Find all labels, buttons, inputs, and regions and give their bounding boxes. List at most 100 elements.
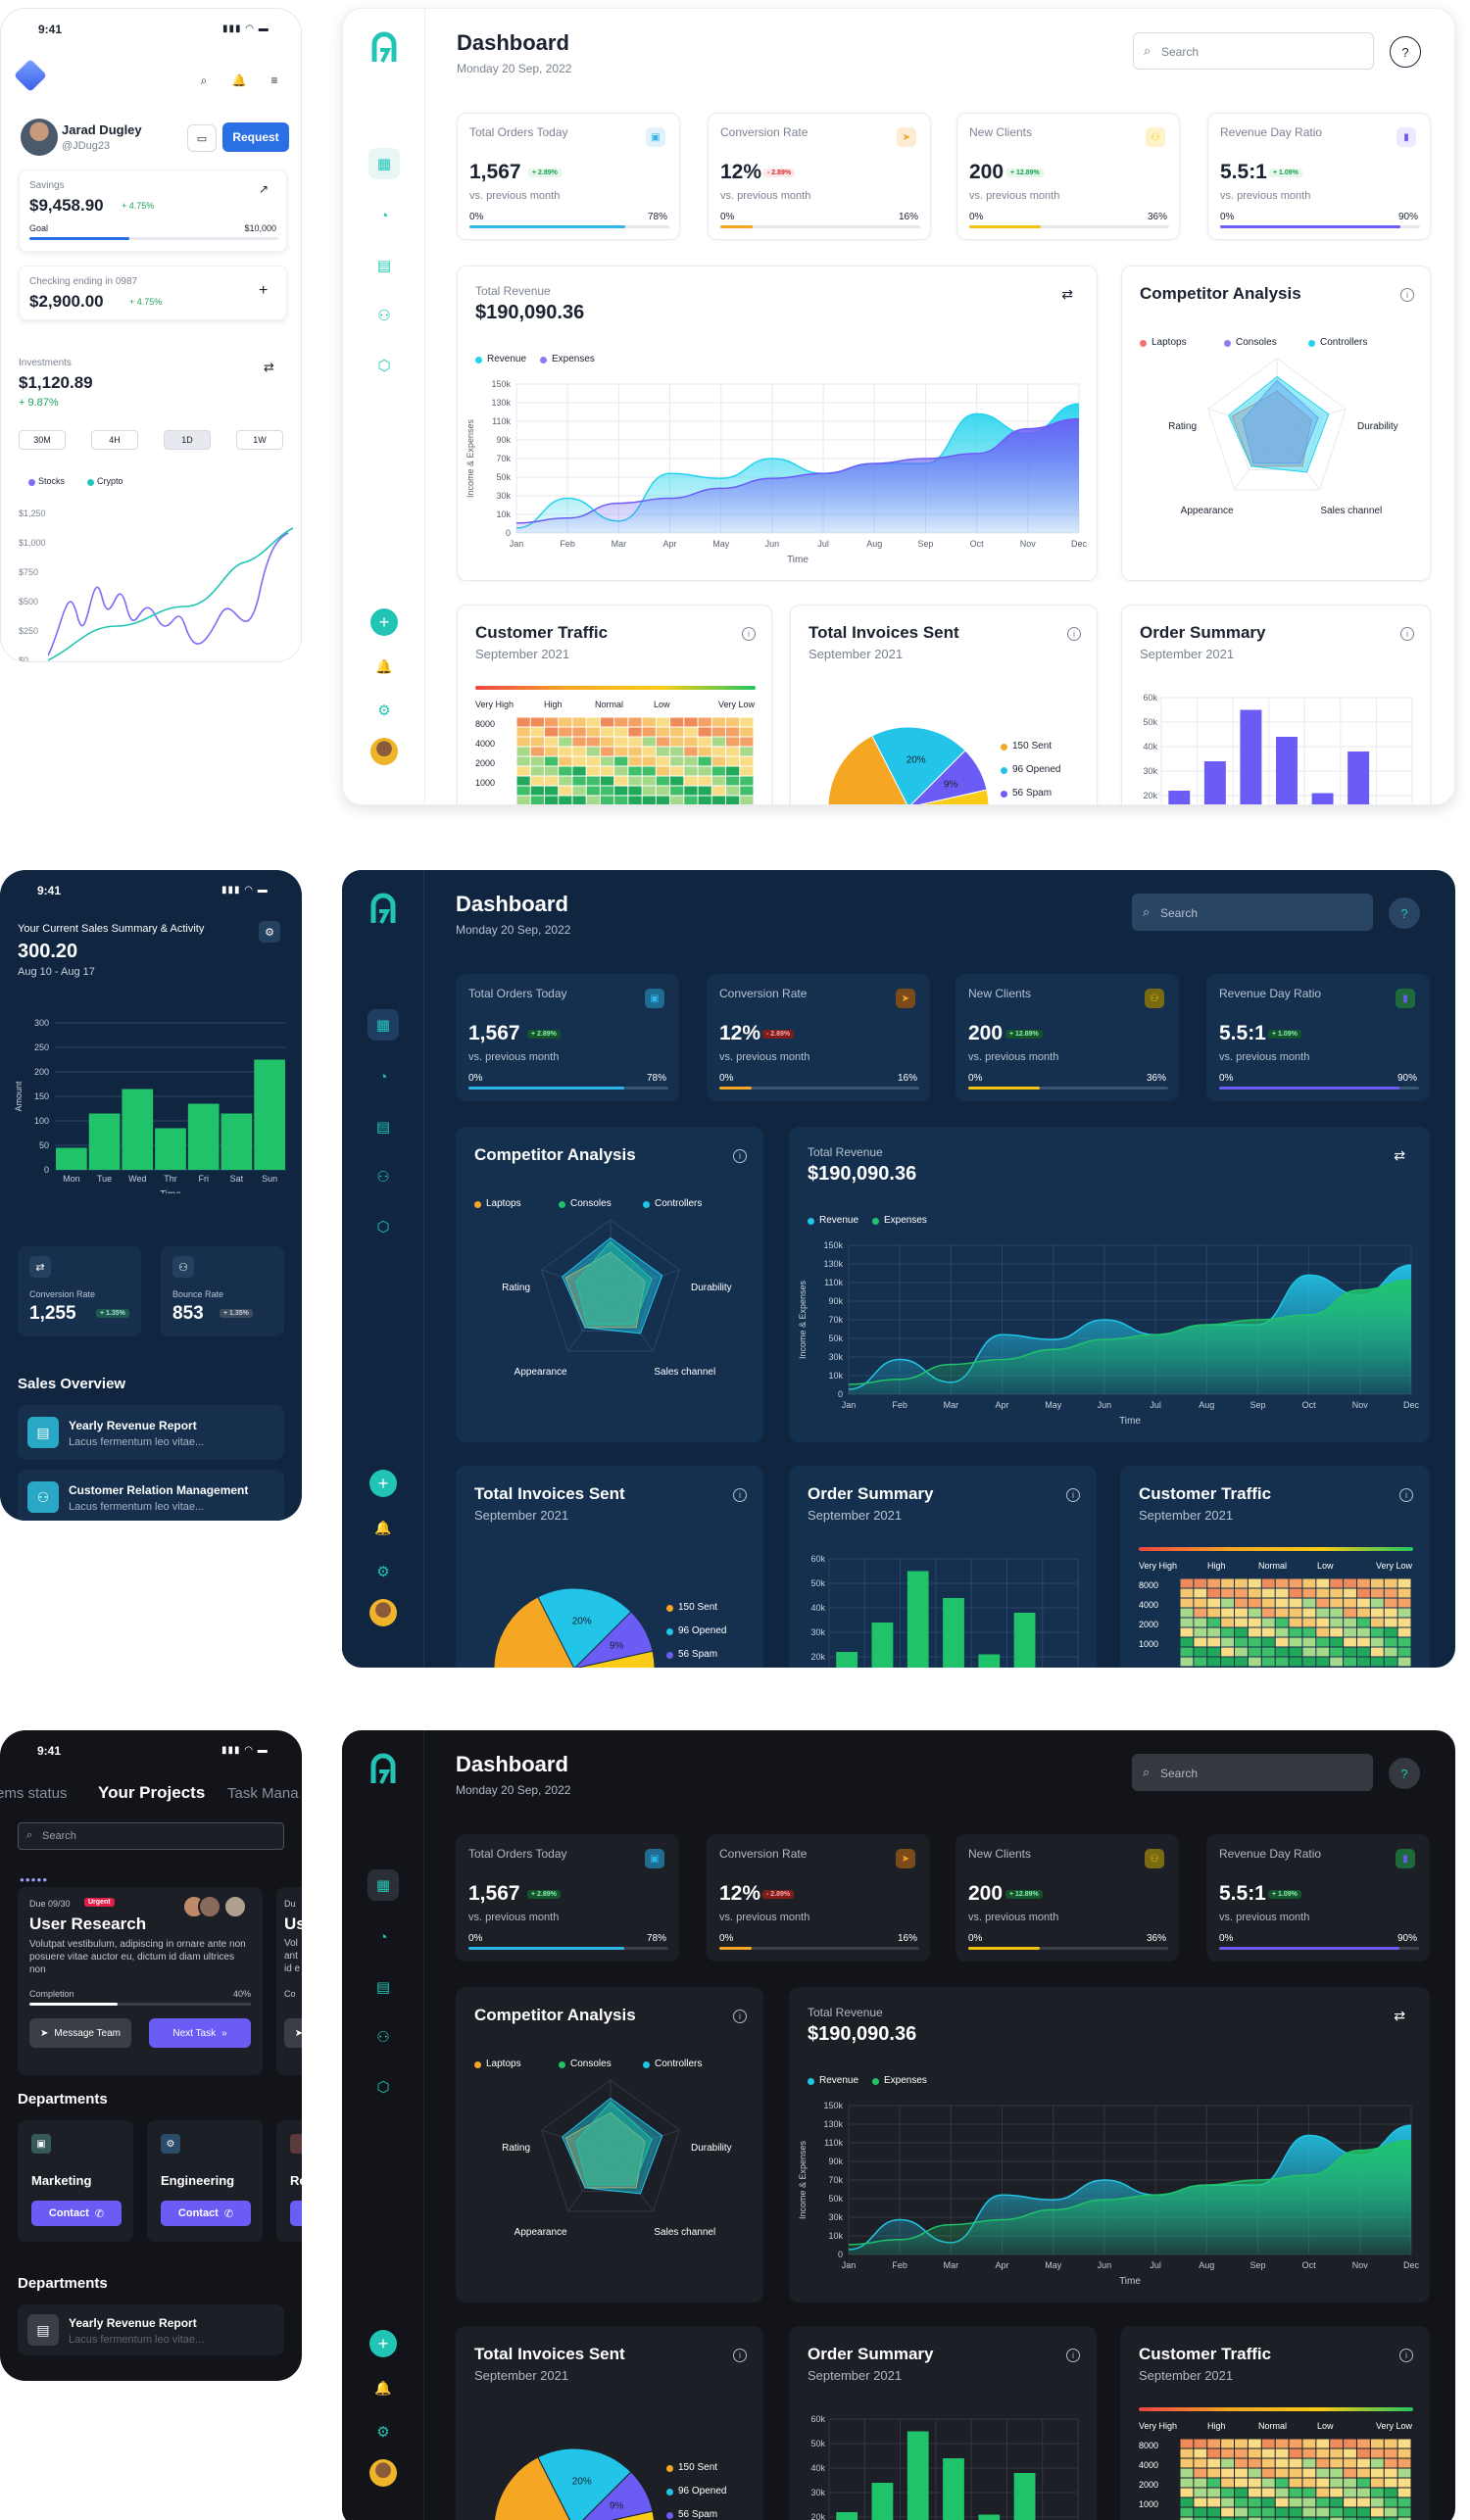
sidebar-item-products[interactable]: ⬡	[368, 350, 400, 381]
competitor-card[interactable]: Competitor Analysis i Laptops Consoles Contr…	[1121, 266, 1431, 581]
notifications-button[interactable]: 🔔	[368, 1512, 399, 1543]
tab-task-manager[interactable]: Task Mana	[227, 1785, 299, 1802]
kpi-card[interactable]: Revenue Day Ratio ▮ 5.5:1 + 1.09% vs. previo…	[1206, 974, 1430, 1101]
brand-logo-icon[interactable]	[368, 1752, 399, 1787]
avatar[interactable]	[369, 2459, 397, 2487]
info-icon[interactable]: i	[1400, 627, 1414, 641]
contact-button[interactable]: Contact ✆	[161, 2201, 251, 2226]
sidebar-item-analytics[interactable]: ◔	[368, 1921, 399, 1953]
add-button[interactable]: +	[369, 2330, 397, 2357]
contact-button[interactable]	[290, 2201, 302, 2226]
revenue-card[interactable]: Total Revenue $190,090.36 ⇄ Revenue Expenses…	[457, 266, 1098, 581]
sidebar-item-dashboard[interactable]: ▦	[368, 1009, 399, 1041]
brand-logo-icon[interactable]	[368, 30, 400, 66]
send-icon[interactable]: ➤	[284, 2018, 302, 2048]
tab-items-status[interactable]: ems status	[0, 1785, 68, 1802]
info-icon[interactable]: i	[733, 2010, 747, 2023]
kpi-card[interactable]: Total Orders Today ▣ 1,567 + 2.89% vs. previ…	[457, 113, 680, 240]
sidebar-item-products[interactable]: ⬡	[368, 2071, 399, 2103]
info-icon[interactable]: i	[1400, 288, 1414, 302]
project-card-partial[interactable]: Du Us Vol ant id e Co ➤	[276, 1887, 302, 2075]
kpi-card[interactable]: New Clients ⚇ 200 + 12.89% vs. previous mont…	[956, 974, 1179, 1101]
refresh-icon[interactable]: ⇄	[1394, 1147, 1405, 1163]
competitor-card[interactable]: Competitor Analysis i Laptops Consoles Contr…	[456, 1127, 763, 1442]
request-button[interactable]: Request	[222, 122, 289, 152]
info-icon[interactable]: i	[1066, 2349, 1080, 2362]
range-4h[interactable]: 4H	[91, 430, 138, 450]
settings-button[interactable]: ⚙	[368, 1556, 399, 1587]
range-1d[interactable]: 1D	[164, 430, 211, 450]
bell-icon[interactable]: 🔔	[231, 73, 247, 87]
checking-card[interactable]: Checking ending in 0987 $2,900.00 + 4.75…	[19, 266, 287, 320]
department-card[interactable]: ⚙ Engineering Contact ✆	[147, 2120, 263, 2242]
sidebar-item-users[interactable]: ⚇	[368, 1161, 399, 1192]
avatar[interactable]	[369, 1599, 397, 1626]
sidebar-item-products[interactable]: ⬡	[368, 1211, 399, 1242]
range-1w[interactable]: 1W	[236, 430, 283, 450]
info-icon[interactable]: i	[733, 2349, 747, 2362]
info-icon[interactable]: i	[733, 1149, 747, 1163]
refresh-icon[interactable]: ⇄	[1061, 286, 1073, 302]
project-card[interactable]: Due 09/30 Urgent User Research Volutpat …	[18, 1887, 263, 2075]
kpi-card[interactable]: Revenue Day Ratio ▮ 5.5:1 + 1.09% vs. previo…	[1207, 113, 1431, 240]
avatar[interactable]	[370, 738, 398, 765]
revenue-card[interactable]: Total Revenue $190,090.36 ⇄ Revenue Expenses…	[789, 1127, 1430, 1442]
search-input[interactable]: ⌕ Search	[1132, 894, 1373, 931]
orders-card[interactable]: Order Summary September 2021 i 60k 50k 40k 30k…	[1121, 605, 1431, 804]
orders-card[interactable]: Order Summary September 2021 i 60k 50k 40k 30k…	[789, 2326, 1097, 2520]
bounce-card[interactable]: ⚇ Bounce Rate 853 + 1.35%	[161, 1246, 284, 1336]
list-item[interactable]: ▤ Yearly Revenue Report Lacus fermentum …	[18, 2304, 284, 2355]
next-task-button[interactable]: Next Task »	[149, 2018, 251, 2048]
orders-card[interactable]: Order Summary September 2021 i 60k 50k 40k 30k…	[789, 1466, 1097, 1668]
info-icon[interactable]: i	[733, 1488, 747, 1502]
kpi-card[interactable]: New Clients ⚇ 200 + 12.89% vs. previous mont…	[956, 113, 1180, 240]
brand-logo-icon[interactable]	[368, 892, 399, 927]
kpi-card[interactable]: Total Orders Today ▣ 1,567 + 2.89% vs. previ…	[456, 1834, 679, 1962]
department-card-partial[interactable]: Re	[276, 2120, 302, 2242]
help-button[interactable]: ?	[1389, 1758, 1420, 1789]
notifications-button[interactable]: 🔔	[368, 2372, 399, 2403]
search-icon[interactable]: ⌕	[200, 73, 208, 87]
department-card[interactable]: ▣ Marketing Contact ✆	[18, 2120, 133, 2242]
revenue-card[interactable]: Total Revenue $190,090.36 ⇄ Revenue Expenses…	[789, 1987, 1430, 2302]
swap-icon[interactable]: ⇄	[264, 360, 274, 374]
message-team-button[interactable]: ➤ Message Team	[29, 2018, 131, 2048]
help-button[interactable]: ?	[1390, 36, 1421, 68]
sidebar-item-documents[interactable]: ▤	[368, 250, 400, 281]
kpi-card[interactable]: Conversion Rate ➤ 12% - 2.89% vs. previous m…	[707, 974, 930, 1101]
info-icon[interactable]: i	[742, 627, 756, 641]
settings-button[interactable]: ⚙	[368, 695, 400, 726]
sidebar-item-users[interactable]: ⚇	[368, 2021, 399, 2053]
add-button[interactable]: +	[369, 1470, 397, 1497]
chat-icon[interactable]: ▭	[187, 124, 217, 152]
sidebar-item-documents[interactable]: ▤	[368, 1111, 399, 1142]
sidebar-item-users[interactable]: ⚇	[368, 300, 400, 331]
info-icon[interactable]: i	[1399, 2349, 1413, 2362]
search-input[interactable]: ⌕ Search	[1133, 32, 1374, 70]
kpi-card[interactable]: Conversion Rate ➤ 12% - 2.89% vs. previous m…	[707, 1834, 930, 1962]
tab-your-projects[interactable]: Your Projects	[98, 1783, 206, 1802]
kpi-card[interactable]: Total Orders Today ▣ 1,567 + 2.89% vs. previ…	[456, 974, 679, 1101]
traffic-card[interactable]: Customer Traffic September 2021 i Very High…	[1120, 1466, 1430, 1668]
info-icon[interactable]: i	[1067, 627, 1081, 641]
notifications-button[interactable]: 🔔	[368, 651, 400, 682]
conversion-card[interactable]: ⇄ Conversion Rate 1,255 + 1.35%	[18, 1246, 141, 1336]
savings-card[interactable]: Savings $9,458.90 + 4.75% ↗ Goal $10,000	[19, 170, 287, 252]
competitor-card[interactable]: Competitor Analysis i Laptops Consoles Contr…	[456, 1987, 763, 2302]
sidebar-item-dashboard[interactable]: ▦	[368, 148, 400, 179]
kpi-card[interactable]: Conversion Rate ➤ 12% - 2.89% vs. previous m…	[708, 113, 931, 240]
add-button[interactable]: +	[370, 608, 398, 636]
traffic-card[interactable]: Customer Traffic September 2021 i Very High…	[457, 605, 772, 804]
list-item[interactable]: ⚇ Customer Relation Management Lacus fer…	[18, 1470, 284, 1521]
invoices-card[interactable]: Total Invoices Sent September 2021 i 20% 9% 1…	[456, 2326, 763, 2520]
kpi-card[interactable]: Revenue Day Ratio ▮ 5.5:1 + 1.09% vs. previo…	[1206, 1834, 1430, 1962]
info-icon[interactable]: i	[1066, 1488, 1080, 1502]
invoices-card[interactable]: Total Invoices Sent September 2021 i 20% 9% 1…	[790, 605, 1098, 804]
sidebar-item-documents[interactable]: ▤	[368, 1971, 399, 2003]
search-input[interactable]: ⌕ Search	[1132, 1754, 1373, 1791]
settings-button[interactable]: ⚙	[368, 2416, 399, 2447]
menu-icon[interactable]: ≡	[270, 73, 278, 87]
help-button[interactable]: ?	[1389, 897, 1420, 929]
search-input[interactable]: ⌕ Search	[18, 1822, 284, 1850]
info-icon[interactable]: i	[1399, 1488, 1413, 1502]
